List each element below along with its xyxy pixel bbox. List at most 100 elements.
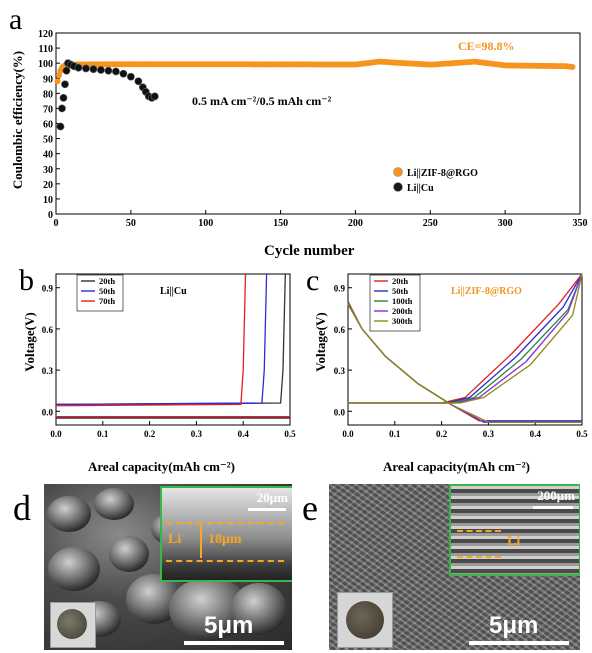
photo-inset-d xyxy=(50,602,96,648)
data-point-zif xyxy=(55,72,62,79)
chart-a: CE=98.8% 0.5 mA cm⁻²/0.5 mAh cm⁻² 0 50 100… xyxy=(38,29,588,229)
x-tick-label: 0.5 xyxy=(576,429,588,439)
data-point-cu xyxy=(82,64,90,73)
li-layer-outline-e xyxy=(457,530,501,558)
inset-li-label-d: Li xyxy=(168,532,182,547)
panel-a-label: a xyxy=(9,3,23,36)
series-line-charge xyxy=(55,273,268,406)
x-tick-label: 0.5 xyxy=(284,429,296,439)
x-tick-label: 0.3 xyxy=(191,429,203,439)
x-tick-label: 350 xyxy=(573,218,588,229)
data-point-cu xyxy=(58,104,66,113)
x-tick-label: 0.2 xyxy=(144,429,156,439)
y-tick-label: 60 xyxy=(43,120,53,131)
legend-label: 200th xyxy=(392,306,413,316)
inset-scale-text-e: 200μm xyxy=(537,488,575,503)
main-scale-text-d: 5μm xyxy=(204,612,254,639)
data-point-cu xyxy=(61,80,69,89)
data-point-zif xyxy=(54,78,61,85)
inset-cross-section-e: 200μm Li xyxy=(449,484,580,576)
y-tick-label: 0.0 xyxy=(42,407,54,417)
y-tick-label: 70 xyxy=(43,104,53,115)
legend-label: 70th xyxy=(99,296,115,306)
thickness-arrow-d xyxy=(200,524,202,558)
electrode-disc-e xyxy=(346,601,384,639)
inset-li-label-e: Li xyxy=(507,534,521,549)
x-tick-label: 0.3 xyxy=(483,429,495,439)
main-scale-text-e: 5μm xyxy=(489,612,539,639)
panel-b-title: Li||Cu xyxy=(160,286,187,297)
series-line-discharge xyxy=(347,303,582,423)
data-point-cu xyxy=(134,77,143,86)
panel-c-label: c xyxy=(306,264,320,297)
panel-c-xlabel: Areal capacity(mAh cm⁻²) xyxy=(383,459,530,474)
data-point-cu xyxy=(111,67,120,76)
y-tick-label: 30 xyxy=(43,165,53,176)
photo-inset-e xyxy=(337,592,393,648)
data-point-cu xyxy=(59,93,68,102)
x-tick-label: 150 xyxy=(273,218,288,229)
x-tick-label: 0.4 xyxy=(530,429,542,439)
main-scale-bar-e xyxy=(469,641,569,645)
x-tick-label: 0.1 xyxy=(389,429,401,439)
legend-label: 20th xyxy=(99,276,115,286)
y-tick-label: 0.6 xyxy=(42,325,54,335)
data-point-cu xyxy=(119,69,128,78)
panel-a-xlabel: Cycle number xyxy=(264,243,355,259)
inset-thickness-label-d: 18μm xyxy=(208,532,242,547)
ce-annotation: CE=98.8% xyxy=(458,39,515,53)
y-tick-label: 0.3 xyxy=(42,366,54,376)
plot-frame xyxy=(55,32,581,215)
panel-b-xlabel: Areal capacity(mAh cm⁻²) xyxy=(88,459,235,474)
legend-label: 100th xyxy=(392,296,413,306)
x-tick-label: 50 xyxy=(126,218,136,229)
data-point-cu xyxy=(89,65,98,74)
y-tick-label: 40 xyxy=(43,150,53,161)
y-tick-label: 10 xyxy=(43,195,53,206)
x-tick-label: 200 xyxy=(348,218,363,229)
chart-c: Li||ZIF-8@RGO 0.0 0.1 0.2 0.3 0.4 0.5 0.0 0.3 0.… xyxy=(334,273,588,439)
plot-frame xyxy=(55,273,291,426)
electrode-disc-d xyxy=(57,609,87,639)
legend-label: 20th xyxy=(392,276,408,286)
y-tick-label: 0.6 xyxy=(334,325,346,335)
inset-scale-text-d: 20μm xyxy=(256,490,288,505)
main-scale-bar-d xyxy=(184,641,284,645)
inset-scale-bar-e xyxy=(533,506,573,509)
x-tick-label: 0.1 xyxy=(97,429,109,439)
legend-marker xyxy=(393,182,403,192)
data-point-cu xyxy=(74,63,83,72)
y-tick-label: 100 xyxy=(38,59,53,70)
data-point-cu xyxy=(150,92,159,101)
data-point-cu xyxy=(62,66,71,75)
li-layer-outline-d xyxy=(166,522,284,562)
data-point-cu xyxy=(56,122,65,131)
y-tick-label: 20 xyxy=(43,180,53,191)
legend-label: 50th xyxy=(99,286,115,296)
data-point-zif xyxy=(569,63,576,70)
x-tick-label: 0 xyxy=(54,218,59,229)
chart-b: Li||Cu 0.0 0.1 0.2 0.3 0.4 0.5 0.0 0.3 0.6 0.9 20t… xyxy=(42,273,296,439)
y-tick-label: 120 xyxy=(38,29,53,40)
x-tick-label: 0.0 xyxy=(342,429,354,439)
legend-label: Li||Cu xyxy=(407,183,434,194)
panel-b-label: b xyxy=(19,264,34,297)
y-tick-label: 0.9 xyxy=(42,284,54,294)
legend-label: 50th xyxy=(392,286,408,296)
panel-d-label: d xyxy=(13,488,31,528)
x-tick-label: 0.2 xyxy=(436,429,448,439)
x-tick-label: 0.0 xyxy=(50,429,62,439)
inset-cross-section-d: 20μm Li 18μm xyxy=(160,486,292,582)
y-tick-label: 0 xyxy=(48,210,53,221)
data-point-cu xyxy=(97,66,105,74)
inset-scale-bar-d xyxy=(248,508,286,511)
x-tick-label: 100 xyxy=(198,218,213,229)
condition-text: 0.5 mA cm⁻²/0.5 mAh cm⁻² xyxy=(192,94,332,108)
y-tick-label: 50 xyxy=(43,135,53,146)
y-tick-label: 110 xyxy=(39,44,53,55)
sem-image-e: 200μm Li 5μm xyxy=(329,484,580,650)
series-line-charge xyxy=(55,273,247,407)
panel-e-label: e xyxy=(302,488,318,528)
data-point-cu xyxy=(126,72,135,81)
y-tick-label: 0.9 xyxy=(334,284,346,294)
